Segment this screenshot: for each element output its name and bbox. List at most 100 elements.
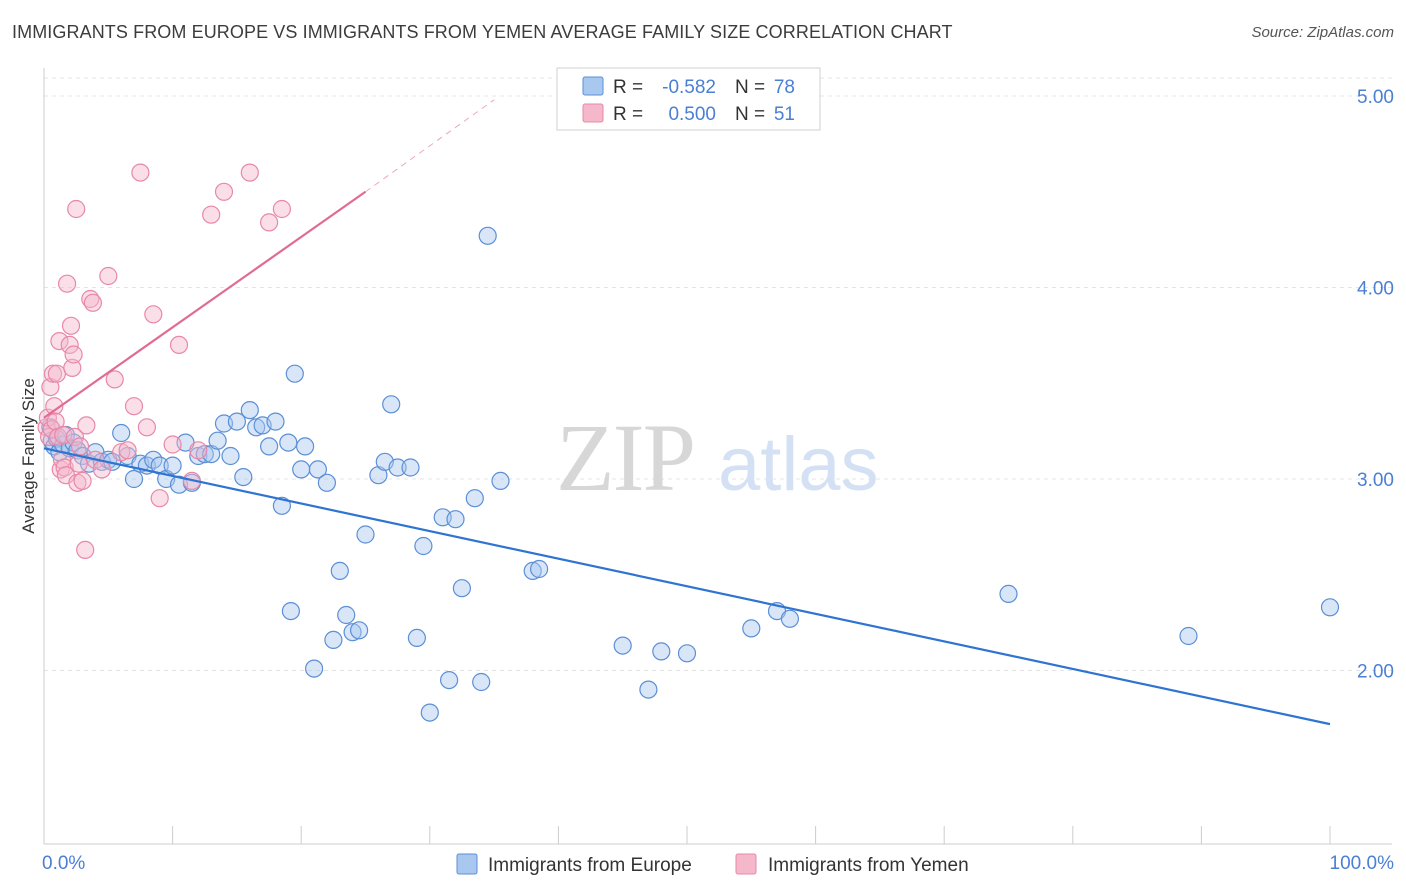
europe-point — [240, 401, 259, 420]
europe-point — [279, 433, 298, 452]
yemen-point — [70, 437, 90, 456]
yemen-point — [272, 199, 291, 219]
yemen-point — [112, 443, 131, 462]
series-yemen-points — [37, 163, 291, 560]
stats-legend-r-value-europe: -0.582 — [662, 77, 716, 98]
series-legend: Immigrants from Europe Immigrants from Y… — [456, 853, 969, 876]
yemen-point — [76, 540, 95, 560]
y-axis-label: Average Family Size — [19, 378, 38, 534]
trend-line-yemen — [43, 190, 367, 419]
yemen-point — [60, 335, 79, 354]
source-credit: Source: ZipAtlas.com — [1251, 24, 1394, 41]
yemen-point — [73, 471, 92, 490]
yemen-point — [55, 458, 74, 477]
europe-point — [292, 460, 311, 479]
yemen-point — [54, 425, 73, 445]
yemen-point — [50, 332, 69, 351]
europe-point — [452, 579, 471, 598]
europe-point — [350, 621, 369, 640]
yemen-point — [118, 441, 137, 460]
stats-legend-r-value-yemen: 0.500 — [668, 104, 716, 125]
series-legend-swatch-europe — [456, 853, 478, 875]
stats-legend-n-label-yemen: N = — [735, 104, 765, 125]
y-axis-tick-labels: 5.00 4.00 3.00 2.00 — [1357, 87, 1394, 683]
series-legend-swatch-yemen — [735, 853, 757, 875]
europe-point — [272, 496, 291, 515]
europe-point — [639, 680, 658, 699]
europe-point — [281, 601, 300, 621]
y-tick-label: 4.00 — [1357, 279, 1394, 300]
yemen-point — [260, 213, 279, 232]
yemen-point — [144, 305, 163, 324]
europe-point — [356, 525, 375, 544]
trend-line-yemen-extension — [365, 99, 495, 193]
europe-point — [491, 471, 510, 490]
x-tick-label-left: 0.0% — [42, 853, 85, 874]
yemen-point — [77, 416, 96, 435]
x-axis-ticks — [43, 826, 1331, 844]
europe-point — [420, 703, 439, 722]
yemen-point — [169, 335, 189, 354]
europe-point — [780, 609, 800, 628]
yemen-point — [137, 418, 156, 437]
yemen-point — [189, 441, 208, 460]
europe-point — [613, 636, 632, 655]
europe-point — [382, 395, 401, 414]
europe-point — [317, 473, 336, 492]
europe-point — [124, 469, 144, 489]
europe-point — [478, 226, 497, 245]
watermark-atlas: atlas — [718, 422, 879, 507]
yemen-point — [45, 397, 64, 416]
yemen-point — [47, 364, 67, 383]
chart-title: IMMIGRANTS FROM EUROPE VS IMMIGRANTS FRO… — [12, 22, 953, 42]
stats-legend-r-label-europe: R = — [613, 77, 643, 98]
y-tick-label: 3.00 — [1357, 470, 1394, 491]
stats-legend-swatch-yemen — [582, 103, 604, 123]
europe-point — [465, 489, 484, 508]
trend-line-europe — [43, 447, 1331, 726]
yemen-point — [202, 205, 221, 224]
yemen-point — [124, 397, 144, 416]
series-legend-label-yemen: Immigrants from Yemen — [768, 855, 969, 876]
europe-point — [234, 468, 253, 487]
europe-point — [285, 364, 304, 383]
europe-point — [330, 561, 349, 581]
europe-point — [401, 458, 420, 477]
europe-point — [337, 605, 356, 625]
stats-legend-n-value-yemen: 51 — [774, 104, 795, 125]
yemen-point — [99, 266, 118, 286]
europe-point — [677, 644, 697, 663]
yemen-point — [83, 293, 103, 312]
europe-point — [472, 672, 491, 692]
yemen-point — [105, 370, 124, 389]
europe-point — [163, 456, 182, 475]
yemen-point — [43, 364, 63, 383]
europe-point — [112, 423, 131, 443]
x-tick-label-right: 100.0% — [1330, 853, 1395, 874]
yemen-point — [163, 435, 182, 454]
stats-legend: R = -0.582 N = 78 R = 0.500 N = 51 — [556, 67, 821, 131]
europe-point — [414, 536, 433, 556]
yemen-point — [240, 163, 259, 182]
trend-lines — [43, 99, 1331, 726]
europe-point — [407, 628, 426, 648]
stats-legend-n-value-europe: 78 — [774, 77, 795, 98]
stats-legend-r-label-yemen: R = — [613, 104, 643, 125]
yemen-point — [214, 182, 234, 201]
yemen-point — [46, 412, 65, 431]
europe-point — [742, 619, 761, 638]
yemen-point — [63, 358, 82, 377]
europe-point — [308, 460, 327, 479]
europe-point — [208, 431, 227, 450]
yemen-point — [150, 489, 169, 508]
europe-point — [296, 437, 315, 456]
europe-point — [523, 561, 542, 581]
yemen-point — [61, 316, 81, 335]
europe-point — [440, 670, 459, 690]
europe-point — [221, 446, 240, 466]
europe-point — [305, 659, 324, 678]
stats-legend-n-label-europe: N = — [735, 77, 765, 98]
europe-point — [652, 642, 671, 661]
europe-point — [247, 418, 266, 437]
